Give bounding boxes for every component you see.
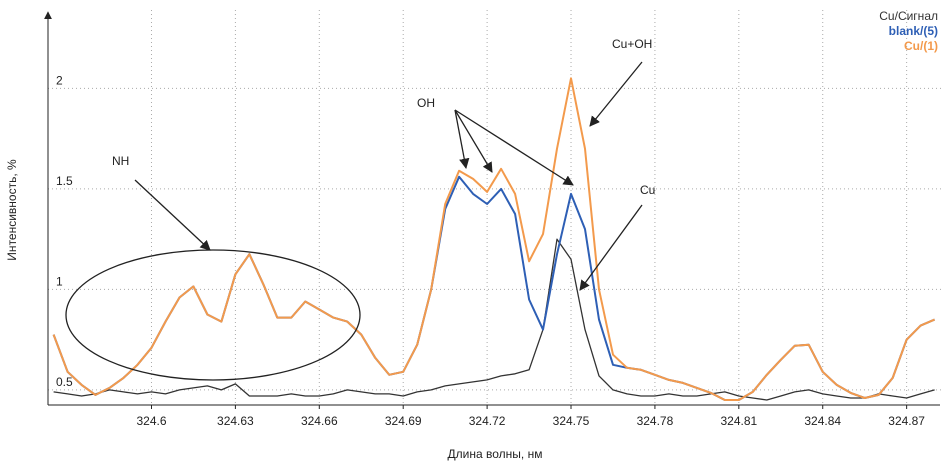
line-series (53, 238, 935, 401)
x-tick-label: 324.81 (720, 414, 757, 428)
y-tick-label: 1.5 (56, 174, 73, 188)
annotation: Cu (640, 183, 655, 197)
legend-entry: Cu/Сигнал (879, 9, 938, 23)
annotation-arrow (454, 109, 470, 170)
legend-entry: Cu/(1) (904, 39, 938, 53)
x-tick-label: 324.63 (217, 414, 254, 428)
x-tick-label: 324.78 (637, 414, 674, 428)
annotation-arrow (454, 109, 574, 186)
annotation-arrow (454, 109, 493, 173)
annotation-arrow (589, 61, 643, 127)
y-tick-label: 2 (56, 73, 63, 87)
y-axis-title: Интенсивность, % (5, 159, 19, 261)
x-tick-label: 324.6 (136, 414, 166, 428)
x-tick-label: 324.75 (553, 414, 590, 428)
annotation-arrow (579, 204, 643, 291)
annotation: NH (112, 154, 129, 168)
x-tick-label: 324.84 (804, 414, 841, 428)
annotation-arrow (134, 179, 211, 251)
line-series (52, 175, 935, 401)
annotation: OH (417, 96, 435, 110)
annotation-ellipse (65, 249, 361, 381)
annotation: Cu+OH (612, 37, 652, 51)
y-tick-label: 0.5 (56, 375, 73, 389)
x-tick-label: 324.72 (469, 414, 506, 428)
x-tick-label: 324.87 (888, 414, 925, 428)
plot-area (52, 77, 935, 401)
line-series (52, 77, 935, 401)
x-tick-label: 324.69 (385, 414, 422, 428)
x-tick-label: 324.66 (301, 414, 338, 428)
x-axis-title: Длина волны, нм (448, 447, 543, 461)
legend-entry: blank/(5) (889, 24, 938, 38)
grid: 0.5 1 1.5 2 324.6 324.63 324.66 324.69 324.72 324… (48, 10, 943, 428)
y-tick-label: 1 (56, 274, 63, 288)
